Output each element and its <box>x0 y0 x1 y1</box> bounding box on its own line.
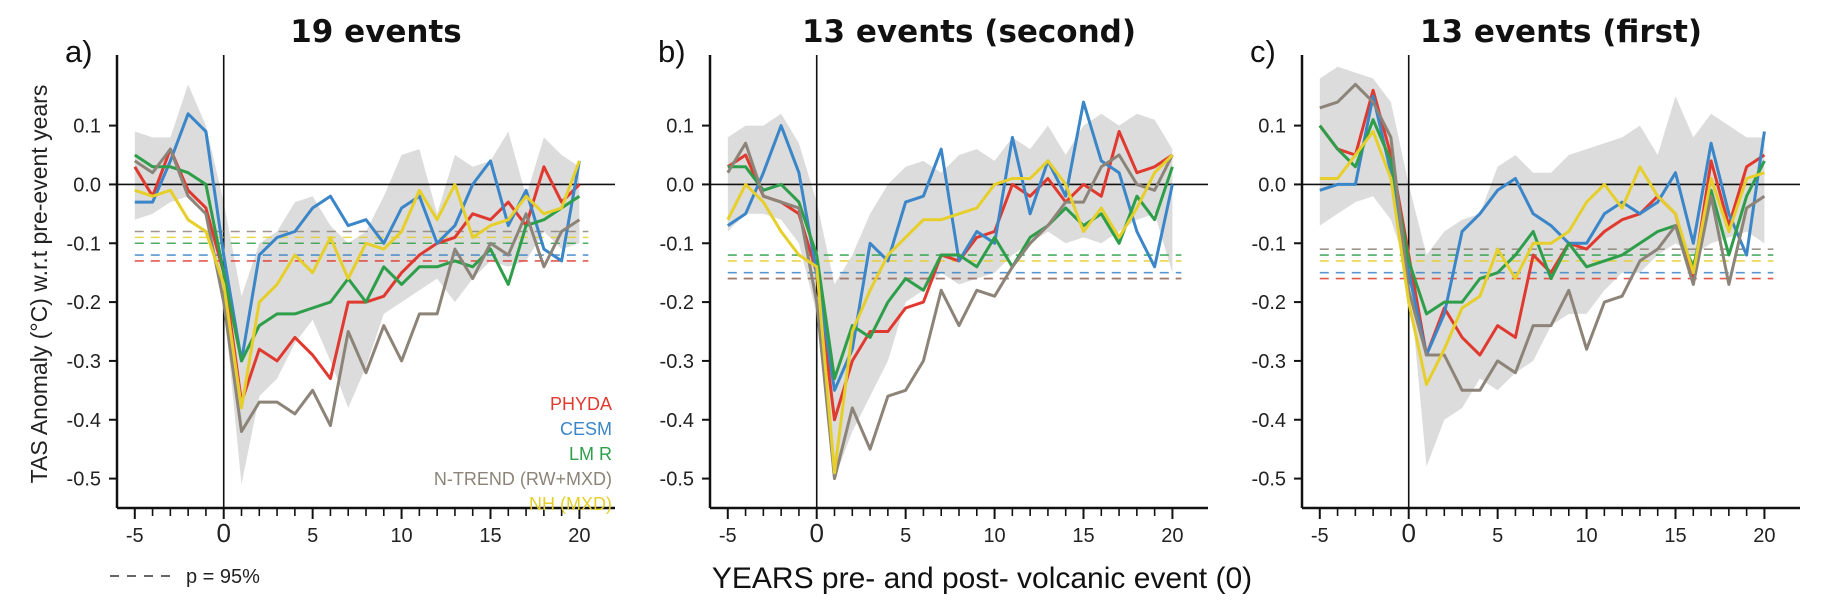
series-ntrend <box>133 147 581 433</box>
legend-item-nh-mxd: NH (MXD) <box>529 494 612 514</box>
series-lmr <box>133 153 581 363</box>
panel-3: 0.1 0.0 -0.1 -0.2 -0.3 -0.4 -0.5 -5 0 5 10 15 20 c) 13… <box>1250 14 1800 548</box>
series-cesm <box>726 100 1174 392</box>
uncertainty-band <box>727 113 1173 479</box>
y-tick-label: 0.1 <box>73 116 101 138</box>
y-tick-label: -0.3 <box>660 351 694 373</box>
panel-title: 19 events <box>290 14 462 50</box>
x-tick-label: 10 <box>983 525 1005 547</box>
uncertainty-band <box>1319 66 1765 467</box>
series-nh-mxd <box>726 153 1174 475</box>
y-tick-label: -0.1 <box>1252 233 1286 255</box>
x-tick-label: 15 <box>1072 525 1094 547</box>
y-tick-label: -0.3 <box>1252 351 1286 373</box>
y-tick-label: 0.0 <box>666 174 694 196</box>
x-tick-label: 15 <box>1664 525 1686 547</box>
panel-title: 13 events (first) <box>1420 14 1702 50</box>
legend-item-phyda: PHYDA <box>550 394 612 414</box>
panel-label: c) <box>1250 34 1276 69</box>
x-tick-label: 20 <box>1753 525 1775 547</box>
series-nh-mxd <box>1319 130 1765 386</box>
y-tick-label: -0.1 <box>660 233 694 255</box>
y-tick-label: -0.5 <box>1252 469 1286 491</box>
panel-2: 0.1 0.0 -0.1 -0.2 -0.3 -0.4 -0.5 -5 0 5 10 15 20 b) 13… <box>658 14 1208 548</box>
y-tick-label: -0.4 <box>1252 410 1286 432</box>
x-tick-label: 20 <box>1161 525 1183 547</box>
series-cesm <box>134 112 581 363</box>
significance-key: p = 95% <box>110 566 260 588</box>
x-tick-label: 10 <box>390 525 412 547</box>
x-tick-label: -5 <box>719 525 737 547</box>
y-tick-label: -0.2 <box>660 292 694 314</box>
y-tick-label: -0.2 <box>1252 292 1286 314</box>
y-tick-label: -0.3 <box>67 351 101 373</box>
y-tick-label: -0.4 <box>660 410 694 432</box>
y-tick-label: 0.0 <box>1258 174 1286 196</box>
y-tick-label: 0.1 <box>1258 116 1286 138</box>
x-tick-label: 0 <box>809 518 823 548</box>
legend-item-lmr: LM R <box>569 444 612 464</box>
panel-title: 13 events (second) <box>802 14 1136 50</box>
x-tick-label: 15 <box>479 525 501 547</box>
panels: 0.1 0.0 -0.1 -0.2 -0.3 -0.4 -0.5 -5 0 5 10 15 20 a) 19… <box>65 14 1800 548</box>
panel-label: a) <box>65 34 93 69</box>
x-tick-label: 5 <box>1492 525 1503 547</box>
panel-1: 0.1 0.0 -0.1 -0.2 -0.3 -0.4 -0.5 -5 0 5 10 15 20 a) 19… <box>65 14 615 548</box>
x-tick-label: -5 <box>126 525 144 547</box>
x-tick-label: 0 <box>216 518 230 548</box>
series-phyda <box>133 147 581 404</box>
legend: PHYDA CESM LM R N-TREND (RW+MXD) NH (MXD… <box>434 394 612 514</box>
y-tick-label: -0.5 <box>660 469 694 491</box>
legend-item-cesm: CESM <box>560 419 612 439</box>
uncertainty-band <box>134 84 580 485</box>
legend-item-ntrend: N-TREND (RW+MXD) <box>434 469 612 489</box>
x-tick-label: 0 <box>1401 518 1415 548</box>
panel-label: b) <box>658 34 686 69</box>
series-lmr <box>727 165 1174 381</box>
x-tick-label: 20 <box>568 525 590 547</box>
y-tick-label: -0.2 <box>67 292 101 314</box>
y-tick-label: 0.0 <box>73 174 101 196</box>
x-axis-label: YEARS pre- and post- volcanic event (0) <box>712 562 1252 595</box>
series-ntrend <box>1319 82 1766 392</box>
x-tick-label: 10 <box>1575 525 1597 547</box>
x-tick-label: 5 <box>307 525 318 547</box>
x-tick-label: -5 <box>1311 525 1329 547</box>
x-tick-label: 5 <box>900 525 911 547</box>
y-tick-label: -0.4 <box>67 410 101 432</box>
y-tick-label: -0.1 <box>67 233 101 255</box>
series-nh-mxd <box>134 160 581 410</box>
y-tick-label: -0.5 <box>67 469 101 491</box>
significance-note: p = 95% <box>186 566 260 588</box>
y-tick-label: 0.1 <box>666 116 694 138</box>
y-axis-label: TAS Anomaly (°C) w.r.t pre-event years <box>26 85 52 484</box>
series-ntrend <box>726 141 1174 481</box>
